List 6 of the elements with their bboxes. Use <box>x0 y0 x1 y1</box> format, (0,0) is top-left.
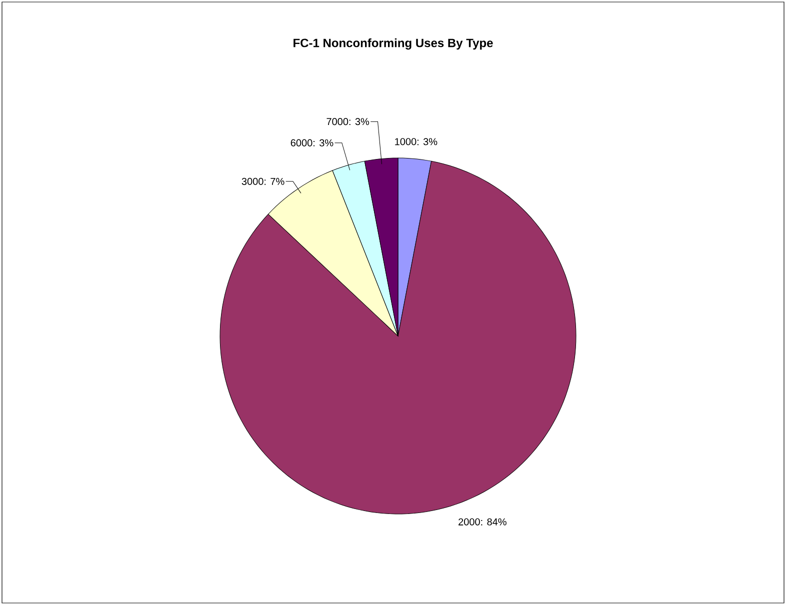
slice-label: 7000: 3% <box>326 118 370 126</box>
chart-title: FC-1 Nonconforming Uses By Type <box>294 38 493 50</box>
slice-label: 6000: 3% <box>290 139 334 146</box>
slice-label: 1000: 3% <box>395 138 438 146</box>
slice-label: 3000: 7% <box>242 178 284 185</box>
slice-label: 2000: 84% <box>458 518 506 526</box>
